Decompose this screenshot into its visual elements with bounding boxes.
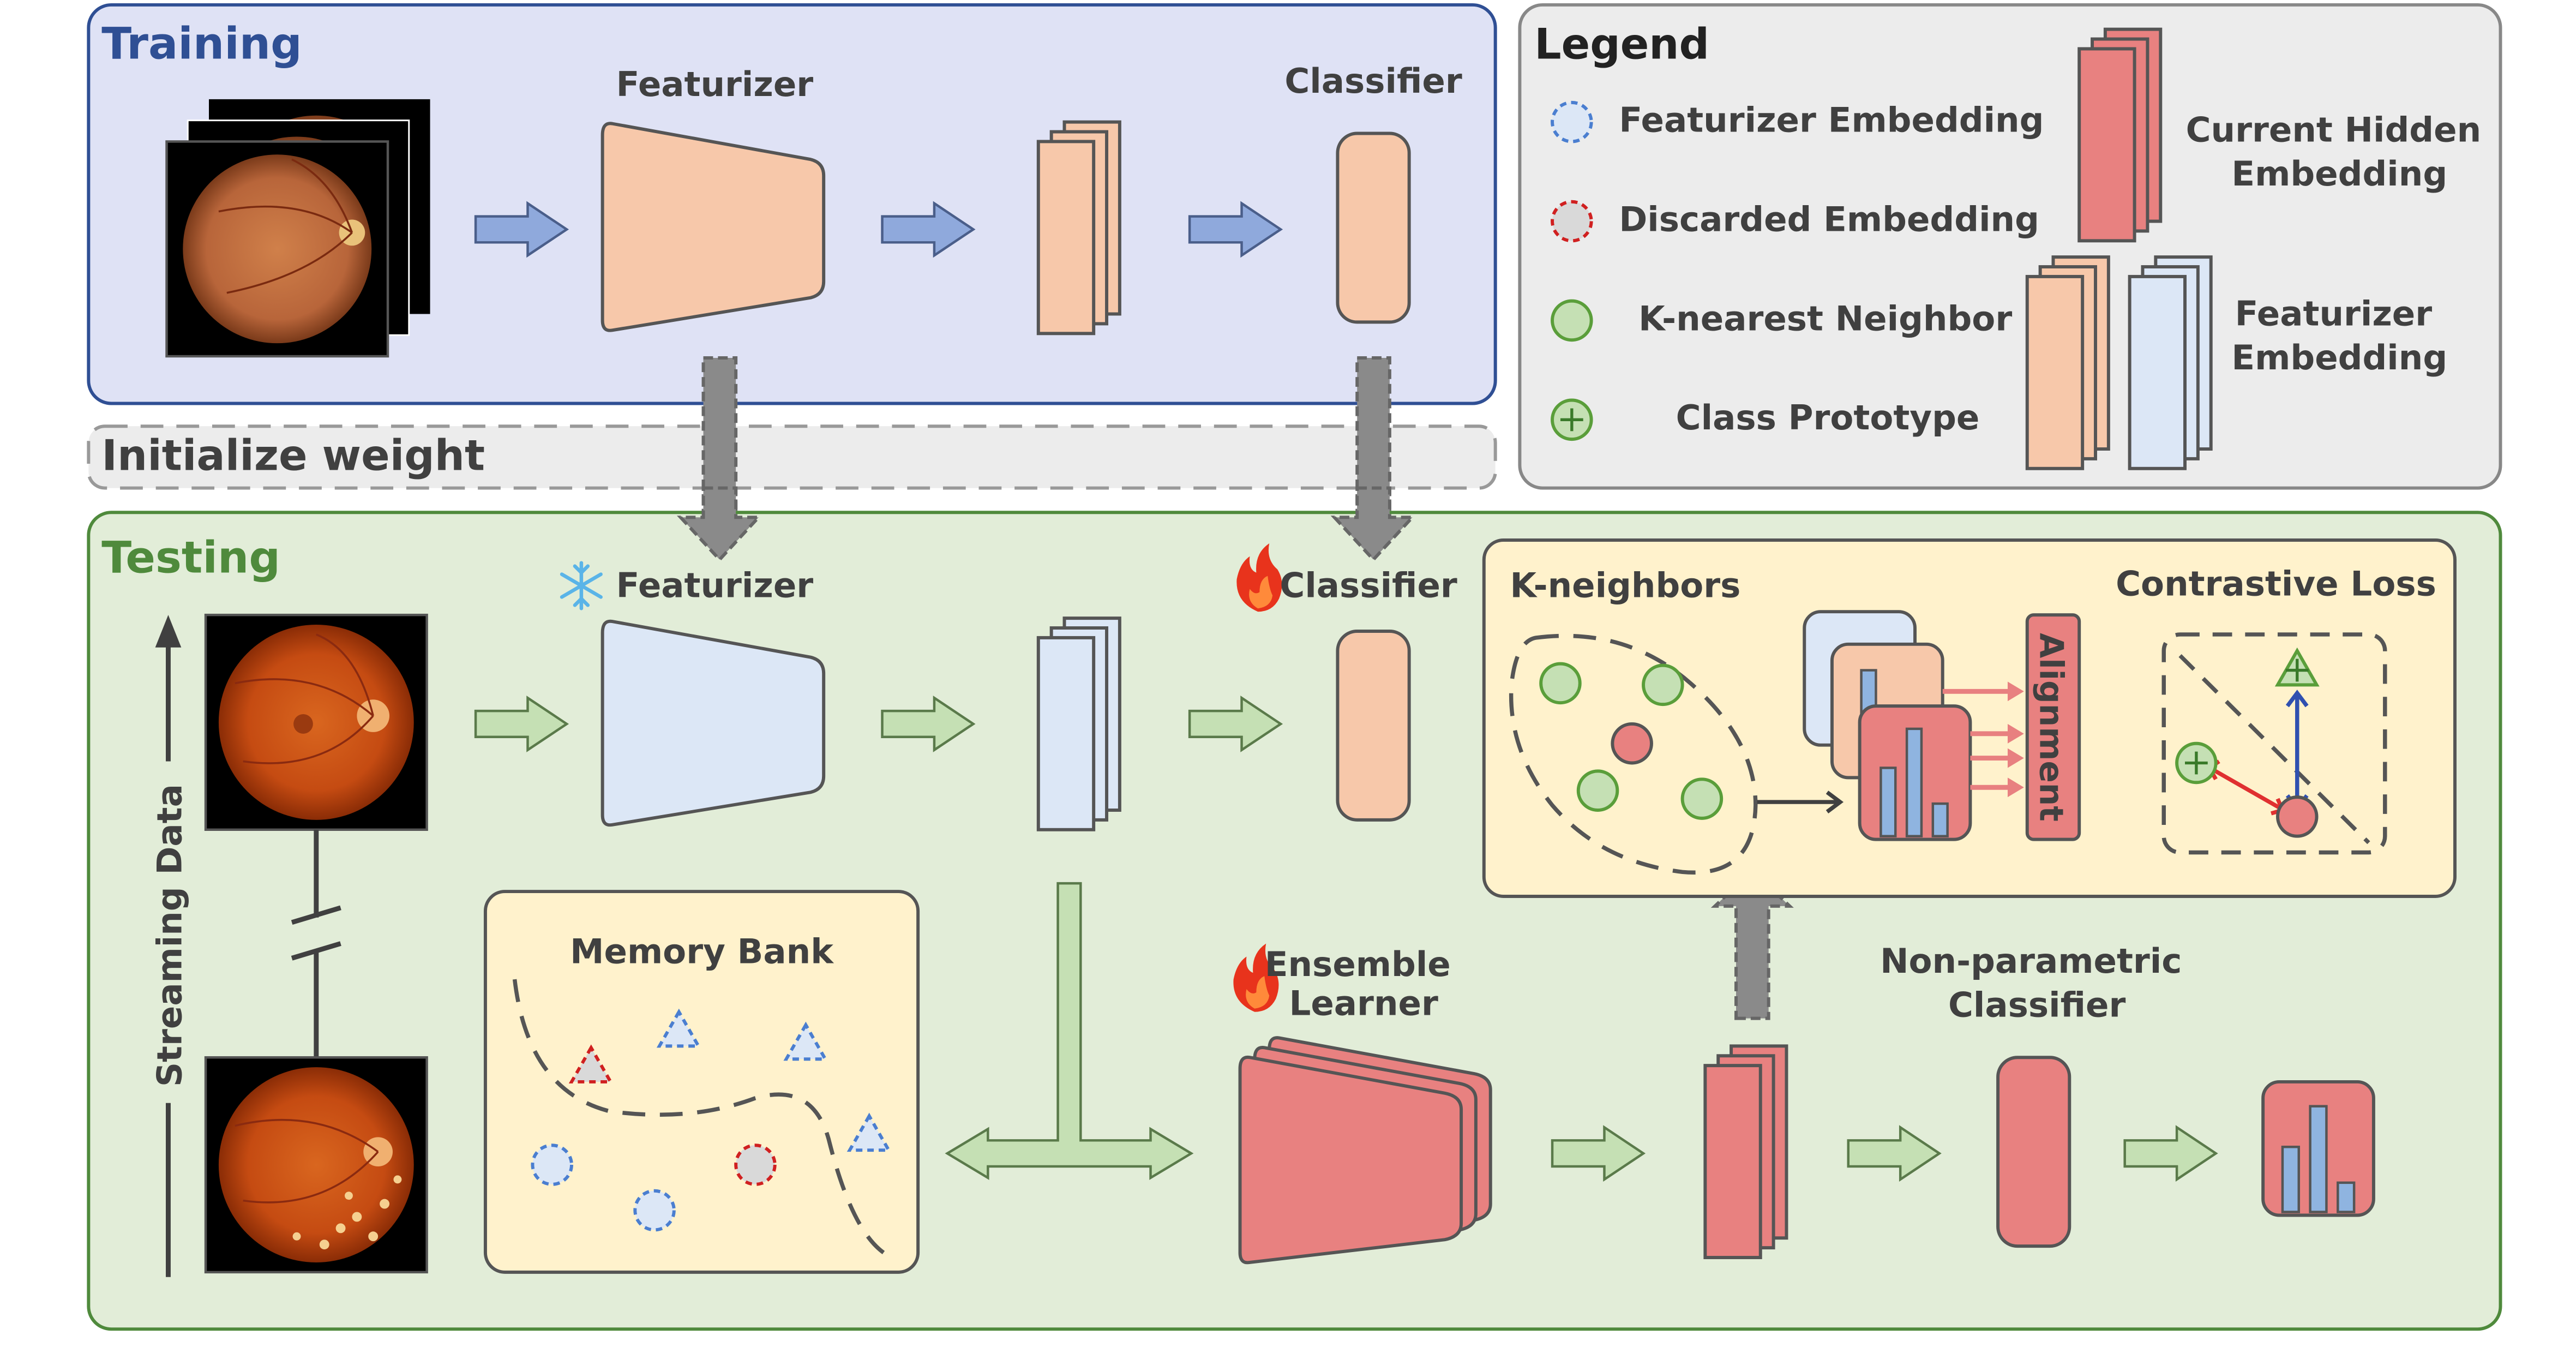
legend-item-label: K-nearest Neighbor <box>1638 298 2012 338</box>
testing-embedding-stack <box>1036 616 1121 831</box>
testing-fundus-bottom <box>204 1056 428 1274</box>
arrow-train-3 <box>1188 201 1283 258</box>
memory-triangle <box>656 1008 701 1048</box>
contrastive-loss-box <box>2161 632 2387 855</box>
testing-fundus-top <box>204 613 428 831</box>
testing-title: Testing <box>101 532 280 583</box>
fire-icon <box>1236 543 1282 612</box>
arrow-test-4 <box>1551 1125 1646 1182</box>
neighbor-node <box>1642 663 1684 707</box>
memory-discarded-circle <box>734 1144 777 1186</box>
snowflake-icon <box>560 561 603 610</box>
training-panel: Training Featurizer Classifier <box>87 3 1497 405</box>
arrow-test-3 <box>1188 696 1283 752</box>
training-fundus-stack <box>165 99 430 358</box>
alignment-arrows <box>1942 681 2024 798</box>
legend-item-label: Class Prototype <box>1676 398 1980 438</box>
initialize-weight-band: Initialize weight <box>87 424 1497 490</box>
prediction-histogram-icon <box>2261 1080 2375 1217</box>
testing-featurizer-block <box>601 619 826 827</box>
training-featurizer-label: Featurizer <box>616 64 814 104</box>
memory-ensemble-double-arrow <box>945 882 1194 1180</box>
legend-title: Legend <box>1534 20 1709 69</box>
streaming-data-axis: Streaming Data <box>147 615 189 1277</box>
legend-current-hidden-icon <box>2077 27 2163 243</box>
nonparametric-classifier-label: Non-parametric Classifier <box>1880 941 2194 1025</box>
testing-featurizer-label: Featurizer <box>616 565 814 605</box>
memory-circle <box>633 1189 676 1232</box>
arrow-test-2 <box>881 696 976 752</box>
nonparametric-classifier-block <box>1996 1056 2071 1248</box>
ensemble-learner-stack <box>1238 1036 1492 1265</box>
arrow-train-1 <box>474 201 569 258</box>
kneighbors-panel: K-neighbors Contrastive Loss <box>1482 538 2457 898</box>
memory-triangle <box>783 1021 828 1061</box>
legend-featurizer-emb-orange-icon <box>2025 255 2110 470</box>
memory-circle <box>531 1144 573 1186</box>
memory-triangle <box>846 1112 892 1152</box>
legend-featurizer-embedding-icon <box>1551 100 1593 143</box>
memory-bank-panel: Memory Bank <box>483 890 920 1274</box>
alignment-block <box>2025 613 2081 841</box>
training-title: Training <box>101 17 302 69</box>
training-embedding-stack <box>1036 120 1121 336</box>
neighbor-histogram-stack <box>1803 610 1972 841</box>
query-node <box>2275 795 2319 838</box>
contrastive-loss-label: Contrastive Loss <box>2116 564 2436 603</box>
memory-bank-label: Memory Bank <box>570 931 834 971</box>
arrow-test-6 <box>2123 1125 2218 1182</box>
legend-panel: Legend Featurizer Embedding Discarded Em… <box>1518 3 2502 490</box>
arrow-train-2 <box>881 201 976 258</box>
legend-featurizer-emb-blue-icon <box>2128 255 2213 470</box>
arrow-test-5 <box>1847 1125 1942 1182</box>
training-classifier-label: Classifier <box>1284 61 1462 101</box>
testing-classifier-block <box>1336 629 1411 822</box>
streaming-data-label: Streaming Data <box>149 784 189 1087</box>
memory-discarded-triangle <box>568 1044 614 1083</box>
alignment-label: Alignment <box>2032 633 2070 822</box>
hidden-embedding-stack <box>1703 1044 1788 1259</box>
stream-break-connector <box>291 829 341 1058</box>
training-featurizer-block <box>601 122 826 332</box>
neighbor-node <box>1539 662 1582 705</box>
ensemble-learner-label: Ensemble Learner <box>1265 944 1463 1023</box>
memory-bank-boundary <box>512 979 890 1258</box>
training-classifier-block <box>1336 131 1411 324</box>
neighbor-node <box>1576 769 1619 812</box>
query-node <box>1611 722 1653 765</box>
neighbor-node <box>1680 777 1724 820</box>
cluster-to-hist-arrow <box>1757 791 1844 813</box>
legend-item-label: Discarded Embedding <box>1619 199 2039 239</box>
kneighbors-label: K-neighbors <box>1510 565 1741 605</box>
legend-current-hidden-label: Current Hidden Embedding <box>2186 110 2493 194</box>
legend-knn-icon <box>1551 299 1593 342</box>
initialize-weight-label: Initialize weight <box>101 432 485 481</box>
legend-class-prototype-icon <box>1551 398 1593 441</box>
testing-classifier-label: Classifier <box>1280 565 1457 605</box>
arrow-test-1 <box>474 696 569 752</box>
legend-featurizer-emb-label: Featurizer Embedding <box>2231 294 2447 378</box>
fire-icon <box>1233 943 1279 1012</box>
legend-item-label: Featurizer Embedding <box>1619 100 2044 140</box>
legend-discarded-embedding-icon <box>1551 200 1593 243</box>
